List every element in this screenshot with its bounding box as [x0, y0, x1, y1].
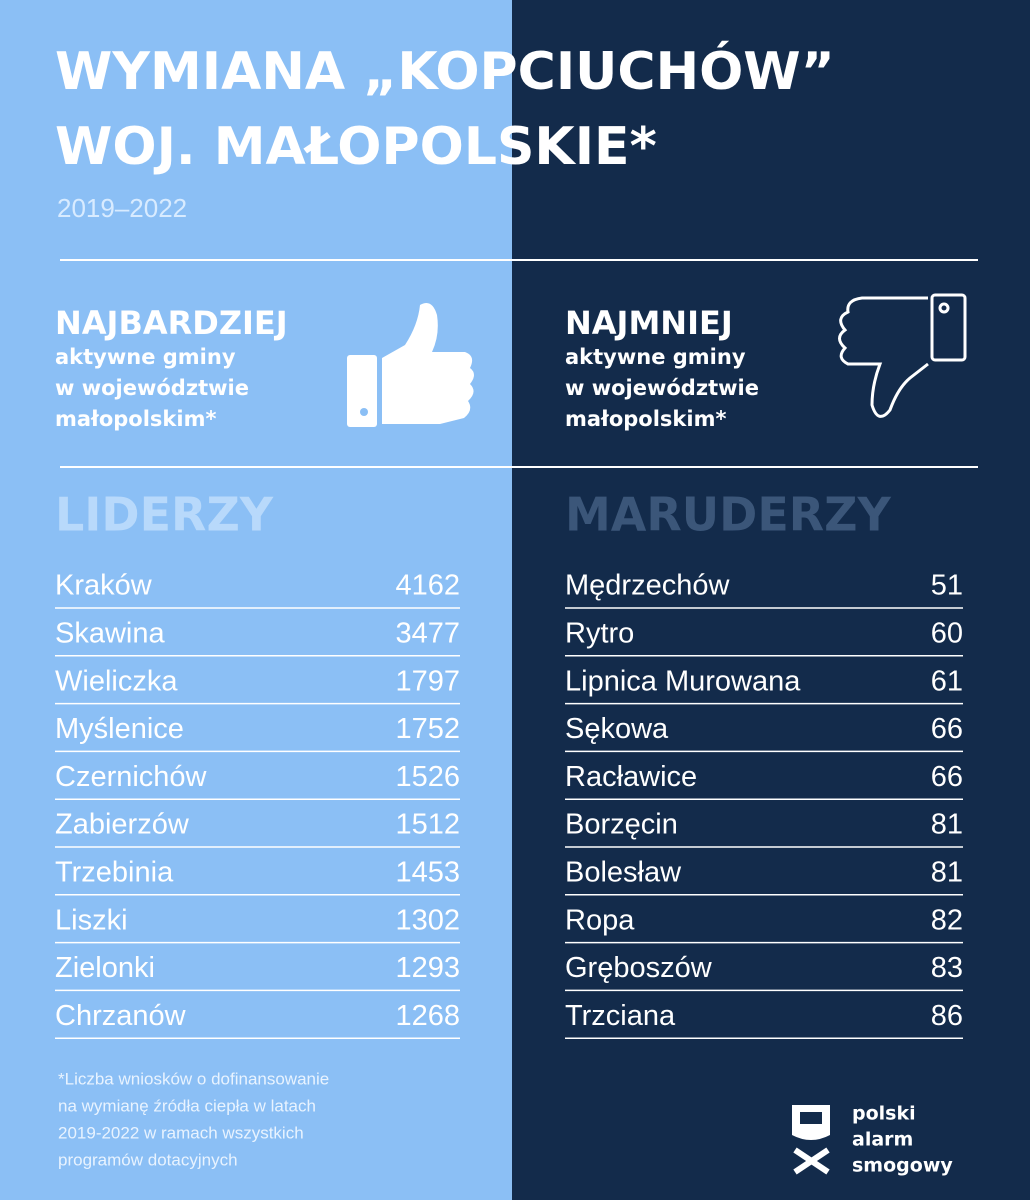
count: 3477 [395, 617, 460, 649]
municipality: Liszki [55, 904, 128, 936]
description: w województwie [565, 376, 759, 400]
heading: NAJBARDZIEJ [55, 304, 288, 342]
count: 66 [931, 761, 963, 793]
count: 1453 [395, 856, 460, 888]
section-label: LIDERZY [55, 488, 274, 542]
count: 4162 [395, 570, 460, 602]
municipality: Zabierzów [55, 809, 190, 841]
count: 66 [931, 713, 963, 745]
municipality: Gręboszów [565, 952, 713, 984]
municipality: Czernichów [55, 761, 208, 793]
logo-text: alarm [852, 1129, 913, 1151]
count: 86 [931, 1000, 963, 1032]
count: 81 [931, 809, 963, 841]
municipality: Racławice [565, 761, 697, 793]
section-label: MARUDERZY [565, 488, 892, 542]
count: 1268 [395, 1000, 460, 1032]
municipality: Mędrzechów [565, 570, 730, 602]
municipality: Wieliczka [55, 665, 178, 697]
count: 61 [931, 665, 963, 697]
left-panel [0, 0, 512, 1200]
description: małopolskim* [565, 407, 726, 431]
municipality: Bolesław [565, 856, 682, 888]
count: 60 [931, 617, 963, 649]
count: 83 [931, 952, 963, 984]
description: w województwie [55, 376, 249, 400]
municipality: Kraków [55, 570, 153, 602]
right-panel [512, 0, 1030, 1200]
heading: NAJMNIEJ [565, 304, 733, 342]
count: 1512 [395, 809, 460, 841]
count: 1797 [395, 665, 460, 697]
municipality: Ropa [565, 904, 635, 936]
count: 51 [931, 570, 963, 602]
municipality: Trzciana [565, 1000, 676, 1032]
description: aktywne gminy [565, 345, 746, 369]
municipality: Chrzanów [55, 1000, 187, 1032]
count: 1752 [395, 713, 460, 745]
title: WOJ. MAŁOPOLSKIE* [55, 117, 657, 177]
municipality: Zielonki [55, 952, 155, 984]
title: WYMIANA „KOPCIUCHÓW” [55, 40, 835, 102]
municipality: Lipnica Murowana [565, 665, 801, 697]
municipality: Borzęcin [565, 809, 678, 841]
municipality: Myślenice [55, 713, 184, 745]
municipality: Sękowa [565, 713, 669, 745]
footnote: 2019-2022 w ramach wszystkich [58, 1123, 304, 1142]
footnote: *Liczba wniosków o dofinansowanie [58, 1069, 329, 1088]
municipality: Rytro [565, 617, 634, 649]
description: aktywne gminy [55, 345, 236, 369]
logo-icon [792, 1105, 830, 1175]
logo-text: polski [852, 1103, 916, 1125]
municipality: Trzebinia [55, 856, 174, 888]
count: 82 [931, 904, 963, 936]
count: 1302 [395, 904, 460, 936]
count: 1526 [395, 761, 460, 793]
description: małopolskim* [55, 407, 216, 431]
footnote: na wymianę źródła ciepła w latach [58, 1096, 316, 1115]
count: 1293 [395, 952, 460, 984]
footnote: programów dotacyjnych [58, 1150, 238, 1169]
subtitle: 2019–2022 [57, 193, 187, 223]
municipality: Skawina [55, 617, 165, 649]
count: 81 [931, 856, 963, 888]
logo-text: smogowy [852, 1155, 953, 1177]
thumbs-up-icon [347, 302, 474, 427]
thumbs-down-icon [838, 293, 967, 418]
